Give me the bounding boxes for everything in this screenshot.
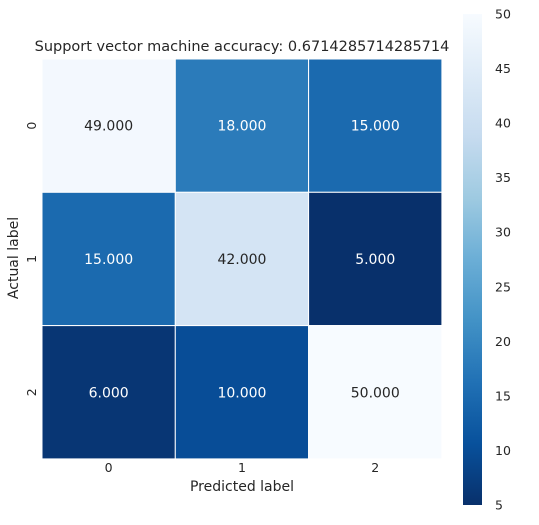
heatmap-cells bbox=[41, 58, 443, 460]
y-tick-label: 1 bbox=[24, 255, 39, 263]
x-tick-label: 0 bbox=[105, 460, 113, 475]
heatmap-cell bbox=[41, 325, 176, 460]
colorbar-tick-label: 10 bbox=[495, 443, 511, 458]
y-axis-ticks: 0 1 2 bbox=[24, 122, 39, 397]
colorbar-tick-label: 25 bbox=[495, 279, 511, 294]
heatmap-cell-label: 15.000 bbox=[84, 252, 133, 268]
y-tick-label: 0 bbox=[24, 122, 39, 130]
heatmap-cell-label: 49.000 bbox=[84, 119, 133, 135]
colorbar-tick-label: 50 bbox=[495, 7, 511, 22]
chart-title: Support vector machine accuracy: 0.67142… bbox=[35, 39, 450, 55]
heatmap-cell-label: 6.000 bbox=[89, 385, 129, 401]
x-axis-label: Predicted label bbox=[190, 479, 294, 495]
heatmap-cell-label: 10.000 bbox=[217, 385, 266, 401]
heatmap-cell-label: 5.000 bbox=[355, 252, 395, 268]
y-axis-label: Actual label bbox=[6, 217, 22, 299]
heatmap-cell-label: 18.000 bbox=[217, 119, 266, 135]
colorbar-tick-label: 30 bbox=[495, 225, 511, 240]
heatmap-cell bbox=[308, 325, 443, 460]
colorbar-tick-label: 35 bbox=[495, 170, 511, 185]
x-tick-label: 1 bbox=[238, 460, 246, 475]
colorbar-tick-label: 5 bbox=[495, 498, 503, 513]
y-tick-label: 2 bbox=[24, 388, 39, 396]
heatmap-cell-label: 50.000 bbox=[351, 385, 400, 401]
heatmap-cell bbox=[308, 191, 443, 327]
x-tick-label: 2 bbox=[371, 460, 379, 475]
heatmap-cell bbox=[174, 325, 310, 460]
heatmap-cell bbox=[174, 191, 310, 327]
colorbar-tick-label: 20 bbox=[495, 334, 511, 349]
colorbar bbox=[463, 14, 482, 505]
heatmap-cell-label: 42.000 bbox=[217, 252, 266, 268]
colorbar-ticks: 5 10 15 20 25 30 35 40 45 50 bbox=[495, 7, 511, 513]
heatmap-cell bbox=[41, 191, 176, 327]
heatmap-cell-label: 15.000 bbox=[351, 119, 400, 135]
heatmap-cell bbox=[41, 58, 176, 193]
colorbar-tick-label: 45 bbox=[495, 61, 511, 76]
x-axis-ticks: 0 1 2 bbox=[105, 460, 380, 475]
heatmap-cell bbox=[174, 58, 310, 193]
colorbar-tick-label: 15 bbox=[495, 388, 511, 403]
heatmap-cell bbox=[308, 58, 443, 193]
heatmap-cell-labels: 49.000 18.000 15.000 15.000 42.000 5.000 6.000… bbox=[84, 119, 400, 402]
colorbar-tick-label: 40 bbox=[495, 116, 511, 131]
